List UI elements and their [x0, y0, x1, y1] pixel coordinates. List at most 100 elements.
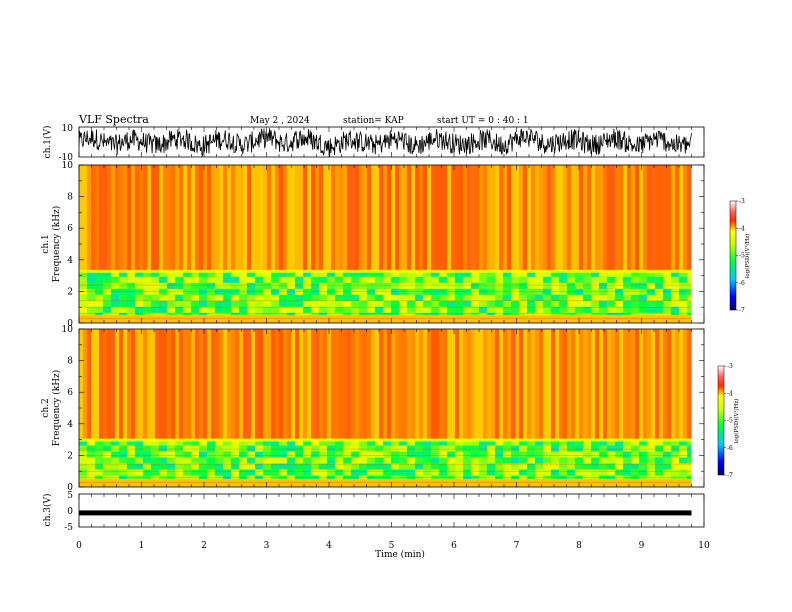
spectrogram-cell	[183, 445, 191, 452]
spectrogram-cell	[527, 451, 535, 458]
spectrogram-cell	[191, 288, 199, 295]
spectrogram-cell	[479, 445, 487, 452]
spectrogram-cell	[159, 270, 167, 277]
spectrogram-column	[211, 165, 215, 271]
spectrogram-cell	[159, 439, 167, 446]
spectrogram-column	[171, 329, 175, 440]
spectrogram-cell	[535, 294, 543, 301]
spectrogram-cell	[599, 469, 607, 476]
spectrogram-column	[399, 165, 403, 271]
spectrogram-column	[119, 165, 123, 271]
spectrogram-cell	[247, 270, 255, 277]
spectrogram-cell	[623, 463, 631, 470]
spectrogram-cell	[215, 306, 223, 313]
spectrogram-cell	[583, 312, 591, 316]
spectrogram-cell	[655, 463, 663, 470]
spectrogram-cell	[591, 457, 599, 464]
spectrogram-cell	[679, 457, 687, 464]
spectrogram-cell	[479, 312, 487, 316]
spectrogram-cell	[543, 276, 551, 283]
spectrogram-cell	[111, 312, 119, 316]
spectrogram-cell	[471, 270, 479, 277]
spectrogram-cell	[295, 306, 303, 313]
spectrogram-cell	[399, 451, 407, 458]
ch2-colorbar-ticks: -3 -4 -5 -6 -7	[724, 363, 733, 479]
spectrogram-cell	[367, 300, 375, 307]
spectrogram-cell	[391, 469, 399, 476]
spectrogram-cell	[543, 463, 551, 470]
spectrogram-cell	[327, 445, 335, 452]
spectrogram-column	[323, 329, 327, 440]
spectrogram-column	[459, 329, 463, 440]
spectrogram-cell	[527, 282, 535, 289]
spectrogram-cell	[159, 469, 167, 476]
spectrogram-cell	[527, 457, 535, 464]
spectrogram-column	[107, 165, 111, 271]
spectrogram-cell	[127, 288, 135, 295]
spectrogram-cell	[391, 288, 399, 295]
spectrogram-cell	[359, 312, 367, 316]
spectrogram-cell	[151, 300, 159, 307]
spectrogram-cell	[527, 306, 535, 313]
spectrogram-cell	[111, 282, 119, 289]
spectrogram-cell	[519, 288, 527, 295]
spectrogram-cell	[671, 445, 679, 452]
spectrogram-cell	[375, 312, 383, 316]
spectrogram-cell	[295, 469, 303, 476]
spectrogram-cell	[679, 270, 687, 277]
spectrogram-column	[239, 165, 243, 271]
spectrogram-cell	[455, 463, 463, 470]
spectrogram-cell	[615, 312, 623, 316]
spectrogram-cell	[631, 270, 639, 277]
spectrogram-cell	[383, 300, 391, 307]
spectrogram-cell	[543, 439, 551, 446]
spectrogram-column	[667, 165, 671, 271]
spectrogram-cell	[479, 282, 487, 289]
spectrogram-cell	[111, 306, 119, 313]
spectrogram-column	[259, 165, 263, 271]
spectrogram-cell	[447, 306, 455, 313]
spectrogram-cell	[247, 312, 255, 316]
spectrogram-cell	[87, 469, 95, 476]
spectrogram-cell	[303, 312, 311, 316]
spectrogram-cell	[431, 457, 439, 464]
y-tick-label: 6	[67, 224, 73, 234]
spectrogram-cell	[271, 294, 279, 301]
spectrogram-cell	[535, 276, 543, 283]
spectrogram-cell	[231, 469, 239, 476]
spectrogram-cell	[175, 306, 183, 313]
spectrogram-cell	[487, 312, 495, 316]
spectrogram-cell	[463, 300, 471, 307]
spectrogram-cell	[391, 276, 399, 283]
spectrogram-cell	[399, 276, 407, 283]
spectrogram-column	[463, 329, 467, 440]
spectrogram-cell	[247, 282, 255, 289]
spectrogram-column	[595, 165, 599, 271]
spectrogram-cell	[679, 469, 687, 476]
spectrogram-cell	[639, 300, 647, 307]
spectrogram-cell	[223, 445, 231, 452]
spectrogram-cell	[279, 312, 287, 316]
spectrogram-cell	[255, 270, 263, 277]
spectrogram-cell	[311, 294, 319, 301]
spectrogram-cell	[167, 288, 175, 295]
spectrogram-column	[243, 329, 247, 440]
spectrogram-cell	[567, 306, 575, 313]
spectrogram-column	[599, 329, 603, 440]
spectrogram-cell	[495, 451, 503, 458]
spectrogram-cell	[359, 445, 367, 452]
spectrogram-cell	[151, 439, 159, 446]
spectrogram-cell	[287, 469, 295, 476]
spectrogram-cell	[519, 306, 527, 313]
x-tick-label: 1	[139, 541, 145, 551]
spectrogram-cell	[191, 445, 199, 452]
spectrogram-column	[279, 329, 283, 440]
spectrogram-cell	[447, 463, 455, 470]
spectrogram-column	[155, 329, 159, 440]
spectrogram-cell	[407, 270, 415, 277]
spectrogram-cell	[447, 457, 455, 464]
spectrogram-cell	[303, 276, 311, 283]
spectrogram-column	[663, 329, 667, 440]
spectrogram-cell	[111, 463, 119, 470]
